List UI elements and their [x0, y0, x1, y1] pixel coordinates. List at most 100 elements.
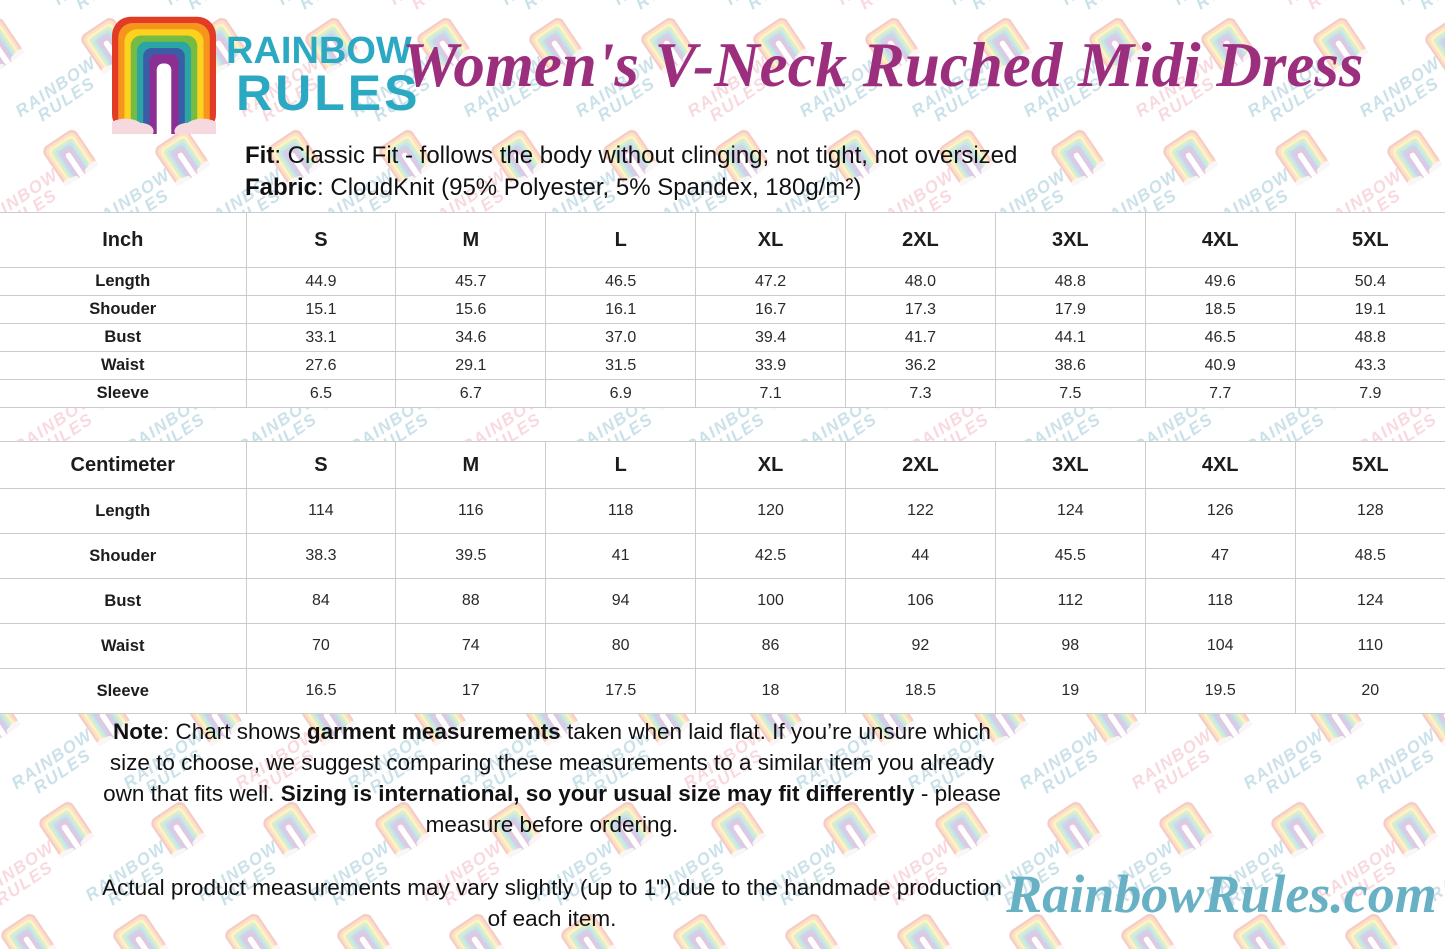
measurement-row: Sleeve 16.5 17 17.5 18 18.5 19 19.5 20: [0, 668, 1445, 714]
brand-wordmark: RAINBOW RULES: [226, 30, 420, 118]
size-column-header: M: [395, 212, 547, 268]
measurement-cell: 7.1: [695, 379, 846, 408]
measurement-cell: 6.9: [545, 379, 697, 408]
measurement-cell: 124: [994, 488, 1146, 534]
product-info: Fit: Classic Fit - follows the body with…: [245, 140, 1017, 203]
measurement-cell: 45.7: [395, 267, 547, 296]
measurement-cell: 118: [545, 488, 697, 534]
fit-line: Fit: Classic Fit - follows the body with…: [245, 140, 1017, 172]
measurement-cell: 18.5: [845, 668, 996, 714]
centimeter-size-table: Centimeter S M L XL 2XL 3XL 4XL 5XL Length 114 116 1…: [0, 441, 1445, 714]
measurement-cell: 48.8: [994, 267, 1146, 296]
measurement-cell: 94: [545, 578, 697, 624]
size-column-header: M: [395, 441, 547, 489]
measurement-row-label: Length: [0, 267, 247, 296]
measurement-cell: 41.7: [845, 323, 996, 352]
size-column-header: 5XL: [1294, 212, 1445, 268]
measurement-cell: 100: [695, 578, 846, 624]
measurement-cell: 7.5: [994, 379, 1146, 408]
size-column-header: S: [245, 441, 397, 489]
measurement-cell: 44.9: [245, 267, 397, 296]
measurement-cell: 16.1: [545, 295, 697, 324]
measurement-cell: 7.7: [1144, 379, 1296, 408]
size-column-header: L: [545, 441, 697, 489]
fabric-line: Fabric: CloudKnit (95% Polyester, 5% Spa…: [245, 172, 1017, 204]
measurement-cell: 17.5: [545, 668, 697, 714]
variance-disclaimer: Actual product measurements may vary sli…: [102, 875, 1002, 931]
page-title: Women's V-Neck Ruched Midi Dress: [402, 30, 1364, 100]
measurement-row-label: Bust: [0, 323, 247, 352]
size-header-row: Centimeter S M L XL 2XL 3XL 4XL 5XL: [0, 441, 1445, 489]
size-header-row: Inch S M L XL 2XL 3XL 4XL 5XL: [0, 212, 1445, 268]
measurement-cell: 6.5: [245, 379, 397, 408]
measurement-row-label: Waist: [0, 623, 247, 669]
measurement-row: Bust 33.1 34.6 37.0 39.4 41.7 44.1 46.5 48.8: [0, 323, 1445, 352]
size-column-header: S: [245, 212, 397, 268]
measurement-cell: 19.5: [1144, 668, 1296, 714]
measurement-row: Sleeve 6.5 6.7 6.9 7.1 7.3 7.5 7.7 7.9: [0, 379, 1445, 408]
measurement-cell: 19: [994, 668, 1146, 714]
measurement-cell: 18: [695, 668, 846, 714]
rainbow-icon: [1, 913, 61, 949]
measurement-cell: 47: [1144, 533, 1296, 579]
measurement-row-label: Shouder: [0, 533, 247, 579]
unit-header: Centimeter: [0, 441, 247, 489]
measurement-cell: 40.9: [1144, 351, 1296, 380]
fit-label: Fit: [245, 142, 275, 169]
measurement-row: Bust 84 88 94 100 106 112 118 124: [0, 578, 1445, 624]
size-column-header: XL: [695, 441, 846, 489]
measurement-cell: 29.1: [395, 351, 547, 380]
measurement-cell: 16.7: [695, 295, 846, 324]
measurement-row: Length 114 116 118 120 122 124 126 128: [0, 488, 1445, 534]
measurement-cell: 48.8: [1294, 323, 1445, 352]
measurement-cell: 46.5: [545, 267, 697, 296]
measurement-cell: 74: [395, 623, 547, 669]
fabric-value: : CloudKnit (95% Polyester, 5% Spandex, …: [317, 173, 862, 201]
size-column-header: 4XL: [1144, 212, 1296, 268]
inch-size-table: Inch S M L XL 2XL 3XL 4XL 5XL Length 44.9 45.7 46.5 4…: [0, 212, 1445, 408]
measurement-cell: 38.3: [245, 533, 397, 579]
measurement-cell: 104: [1144, 623, 1296, 669]
measurement-row: Shouder 15.1 15.6 16.1 16.7 17.3 17.9 18.5 19.1: [0, 295, 1445, 324]
measurement-cell: 41: [545, 533, 697, 579]
measurement-cell: 46.5: [1144, 323, 1296, 352]
measurement-cell: 37.0: [545, 323, 697, 352]
size-column-header: 3XL: [994, 212, 1146, 268]
measurement-cell: 98: [994, 623, 1146, 669]
measurement-cell: 19.1: [1294, 295, 1445, 324]
measurement-cell: 7.3: [845, 379, 996, 408]
watermark-rainbow-icon: [0, 15, 29, 89]
measurement-cell: 47.2: [695, 267, 846, 296]
measurement-row-label: Bust: [0, 578, 247, 624]
measurement-row-label: Shouder: [0, 295, 247, 324]
measurement-cell: 86: [695, 623, 846, 669]
brand-wordmark-line1: RAINBOW: [226, 30, 412, 72]
rainbow-icon: [225, 913, 285, 949]
note-text: taken when laid flat. If you’re unsure w…: [103, 719, 995, 806]
note-bold-garment: garment measurements: [306, 719, 561, 744]
measurement-row-label: Length: [0, 488, 247, 534]
measurement-cell: 112: [994, 578, 1146, 624]
measurement-row-label: Sleeve: [0, 379, 247, 408]
rainbow-icon: [107, 16, 221, 210]
unit-header: Inch: [0, 212, 247, 268]
measurement-cell: 15.1: [245, 295, 397, 324]
note-label: Note: [113, 719, 164, 744]
rainbow-icon: [561, 913, 621, 949]
measurement-row-label: Waist: [0, 351, 247, 380]
website-wordmark: RainbowRules.com: [1006, 864, 1437, 924]
measurement-cell: 116: [395, 488, 547, 534]
rainbow-icon: [113, 913, 173, 949]
sizing-note: Note: Chart shows garment measurements t…: [102, 716, 1002, 840]
measurement-cell: 48.0: [845, 267, 996, 296]
measurement-cell: 43.3: [1294, 351, 1445, 380]
watermark-rainbow-icon: [0, 911, 61, 949]
fabric-label: Fabric: [245, 173, 318, 201]
measurement-cell: 92: [845, 623, 996, 669]
